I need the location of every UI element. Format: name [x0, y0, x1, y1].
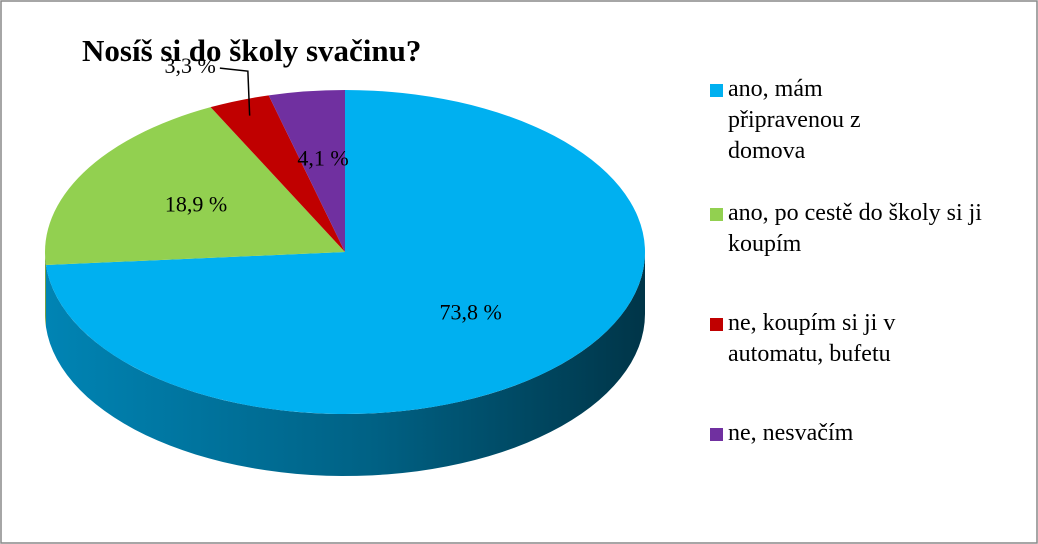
pie-side — [45, 252, 646, 476]
data-label: 4,1 % — [297, 145, 348, 170]
data-label: 18,9 % — [165, 192, 227, 217]
legend-item: ano, mám připravenou z domova — [710, 74, 1010, 198]
data-label: 3,3 % — [165, 53, 216, 78]
pie-slice — [210, 95, 345, 252]
legend: ano, mám připravenou z domova ano, po ces… — [710, 74, 1010, 528]
pie-slice — [268, 90, 345, 252]
legend-swatch — [710, 428, 723, 441]
legend-label: ne, koupím si ji v automatu, bufetu — [728, 310, 896, 367]
legend-label: ano, mám připravenou z domova — [728, 76, 861, 164]
data-label: 73,8 % — [439, 300, 501, 325]
pie-side — [45, 252, 46, 327]
legend-swatch — [710, 318, 723, 331]
legend-swatch — [710, 208, 723, 221]
legend-label: ne, nesvačím — [728, 420, 854, 446]
legend-item: ne, koupím si ji v automatu, bufetu — [710, 308, 1010, 418]
legend-item: ne, nesvačím — [710, 418, 1010, 528]
legend-item: ano, po cestě do školy si ji koupím — [710, 198, 1010, 308]
pie-slice — [45, 90, 646, 414]
pie-slice — [45, 107, 345, 265]
legend-swatch — [710, 84, 723, 97]
leader-line — [219, 67, 251, 116]
legend-label: ano, po cestě do školy si ji koupím — [728, 200, 982, 257]
chart-title: Nosíš si do školy svačinu? — [82, 33, 421, 68]
